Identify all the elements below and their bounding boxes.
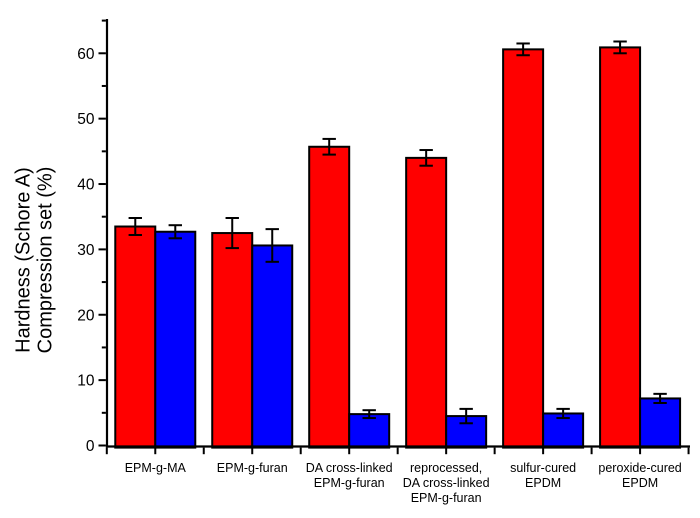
hardness-bar-3	[405, 156, 448, 449]
axes-layer	[98, 19, 690, 455]
compression-set-bar-2	[348, 413, 391, 449]
y-tick-label-0: 0	[86, 438, 95, 455]
y-tick-label-10: 10	[77, 373, 95, 390]
x-category-label-0: EPM-g-MA	[125, 461, 187, 475]
y-tick-label-30: 30	[77, 242, 95, 259]
hardness-bar-5	[599, 46, 642, 449]
compression-set-bar-0	[154, 230, 197, 449]
y-tick-label-50: 50	[77, 111, 95, 128]
compression-set-bar-5	[639, 397, 682, 449]
y-axis-label-compression-set: Compression set (%)	[35, 167, 57, 354]
error-bars-layer	[128, 40, 667, 425]
x-category-label-3: reprocessed, DA cross-linked EPM-g-furan	[403, 461, 490, 505]
x-category-label-4: sulfur-cured EPDM	[510, 461, 576, 490]
y-tick-label-40: 40	[77, 177, 95, 194]
x-category-labels: EPM-g-MA EPM-g-furan DA cross-linked EPM-g-…	[125, 461, 682, 505]
y-tick-labels: 0 10 20 30 40 50 60	[77, 46, 95, 455]
y-tick-label-60: 60	[77, 46, 95, 63]
hardness-bar-2	[308, 145, 351, 449]
x-category-label-5: peroxide-cured EPDM	[598, 461, 681, 490]
hardness-bar-1	[211, 232, 254, 449]
x-category-label-2: DA cross-linked EPM-g-furan	[306, 461, 393, 490]
y-axis-label-hardness: Hardness (Schore A)	[13, 167, 35, 353]
hardness-bar-0	[114, 225, 157, 449]
y-tick-label-20: 20	[77, 307, 95, 324]
hardness-bar-4	[502, 48, 545, 449]
compression-set-bar-1	[251, 244, 294, 449]
bars-layer	[114, 46, 682, 449]
x-category-label-1: EPM-g-furan	[217, 461, 288, 475]
